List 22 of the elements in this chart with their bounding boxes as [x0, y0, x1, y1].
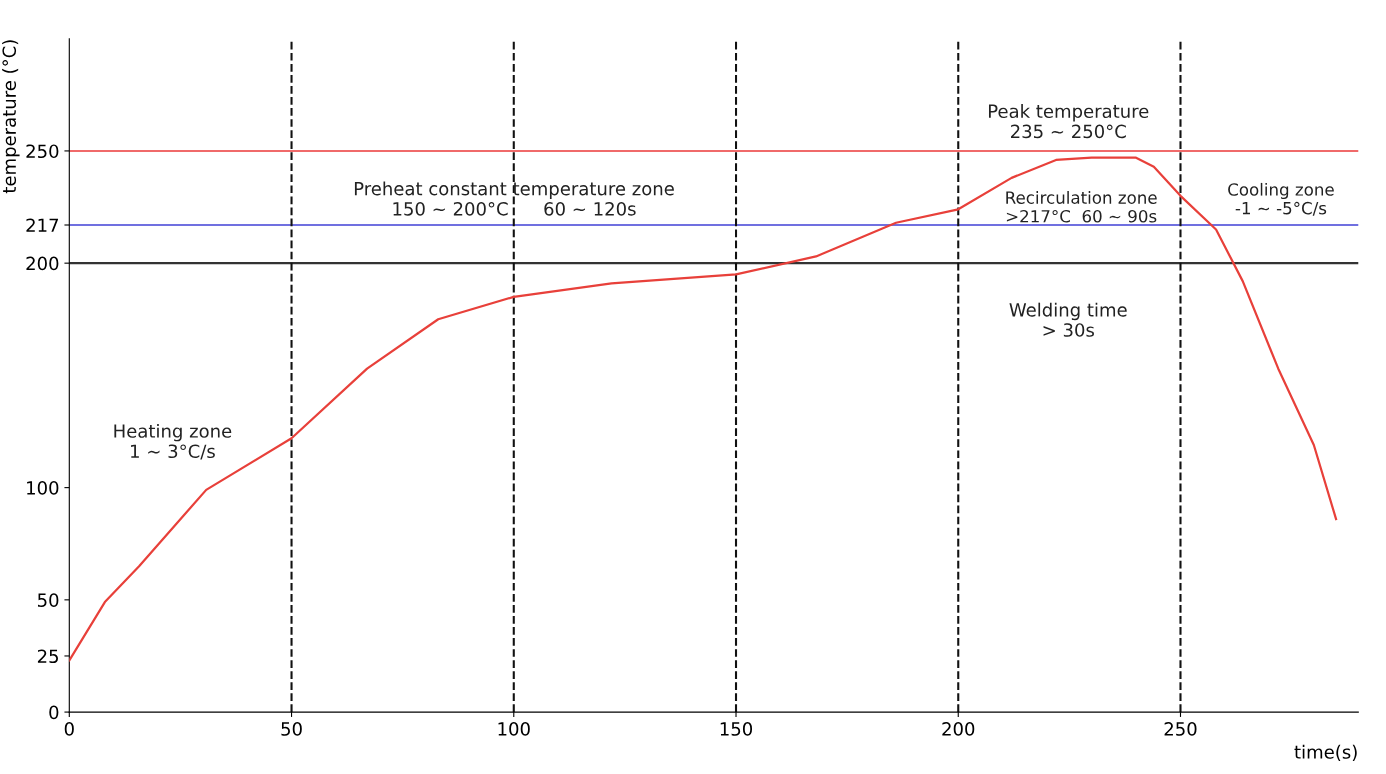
x-tick-label: 100 [498, 722, 530, 736]
annotation: Welding time > 30s [1009, 302, 1127, 337]
annotation: Peak temperature 235 ~ 250°C [988, 104, 1149, 139]
x-tick-label: 200 [942, 722, 975, 736]
annotation: Recirculation zone >217°C 60 ~ 90s [1006, 191, 1157, 223]
y-tick-label: 250 [26, 144, 59, 159]
y-axis-title: temperature (°C) [2, 40, 20, 194]
annotation: Cooling zone -1 ~ -5°C/s [1228, 182, 1334, 216]
x-tick-label: 0 [64, 722, 74, 736]
y-tick-label: 0 [49, 705, 59, 720]
y-tick-label: 50 [38, 593, 59, 607]
x-axis-title: time(s) [1294, 744, 1357, 761]
y-tick-label: 25 [37, 649, 58, 664]
annotation: Preheat constant temperature zone 150 ~ 200°C 60 ~ 120s [354, 181, 674, 216]
x-tick-label: 50 [281, 722, 302, 736]
x-tick-label: 150 [720, 722, 753, 736]
line-series [69, 156, 1338, 662]
y-tick-label: 200 [26, 256, 59, 271]
x-tick-label: 250 [1164, 722, 1197, 736]
annotation: Heating zone 1 ~ 3°C/s [114, 423, 232, 460]
y-tick-label: 217 [26, 218, 59, 232]
y-tick-label: 100 [27, 481, 59, 495]
